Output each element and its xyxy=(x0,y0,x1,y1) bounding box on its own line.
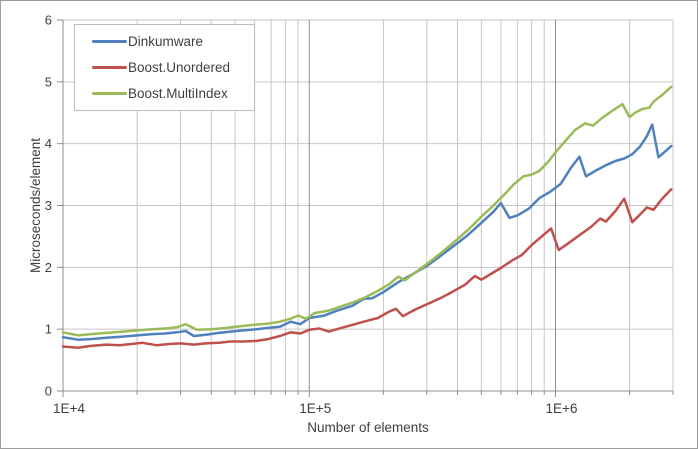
series-line-dinkumware xyxy=(61,123,673,341)
y-tick-label: 0 xyxy=(45,384,52,399)
y-tick-label: 2 xyxy=(45,260,52,275)
y-tick-label: 1 xyxy=(45,322,52,337)
y-tick-label: 4 xyxy=(45,136,52,151)
legend-swatch xyxy=(92,39,127,43)
y-tick-label: 3 xyxy=(45,198,52,213)
x-tick-label: 1E+5 xyxy=(299,401,331,416)
y-tick-label: 6 xyxy=(45,13,52,28)
legend-swatch xyxy=(92,65,127,69)
legend-item-boost-unordered: Boost.Unordered xyxy=(75,60,254,75)
legend-item-dinkumware: Dinkumware xyxy=(75,34,254,49)
legend-swatch xyxy=(92,92,127,96)
legend-label: Dinkumware xyxy=(128,33,204,49)
series-line-boost-unordered xyxy=(61,188,673,349)
x-axis-title: Number of elements xyxy=(307,420,429,435)
legend-label: Boost.Unordered xyxy=(128,59,231,75)
x-tick-label: 1E+6 xyxy=(546,401,578,416)
series-line-boost-multiindex xyxy=(61,85,673,337)
y-tick-label: 5 xyxy=(45,74,52,89)
y-axis-title: Microseconds/element xyxy=(28,137,43,274)
legend-label: Boost.MultiIndex xyxy=(128,86,228,102)
x-tick-label: 1E+4 xyxy=(53,401,85,416)
legend-item-boost-multiindex: Boost.MultiIndex xyxy=(75,86,254,101)
legend: Dinkumware Boost.Unordered Boost.MultiInde… xyxy=(74,24,255,111)
